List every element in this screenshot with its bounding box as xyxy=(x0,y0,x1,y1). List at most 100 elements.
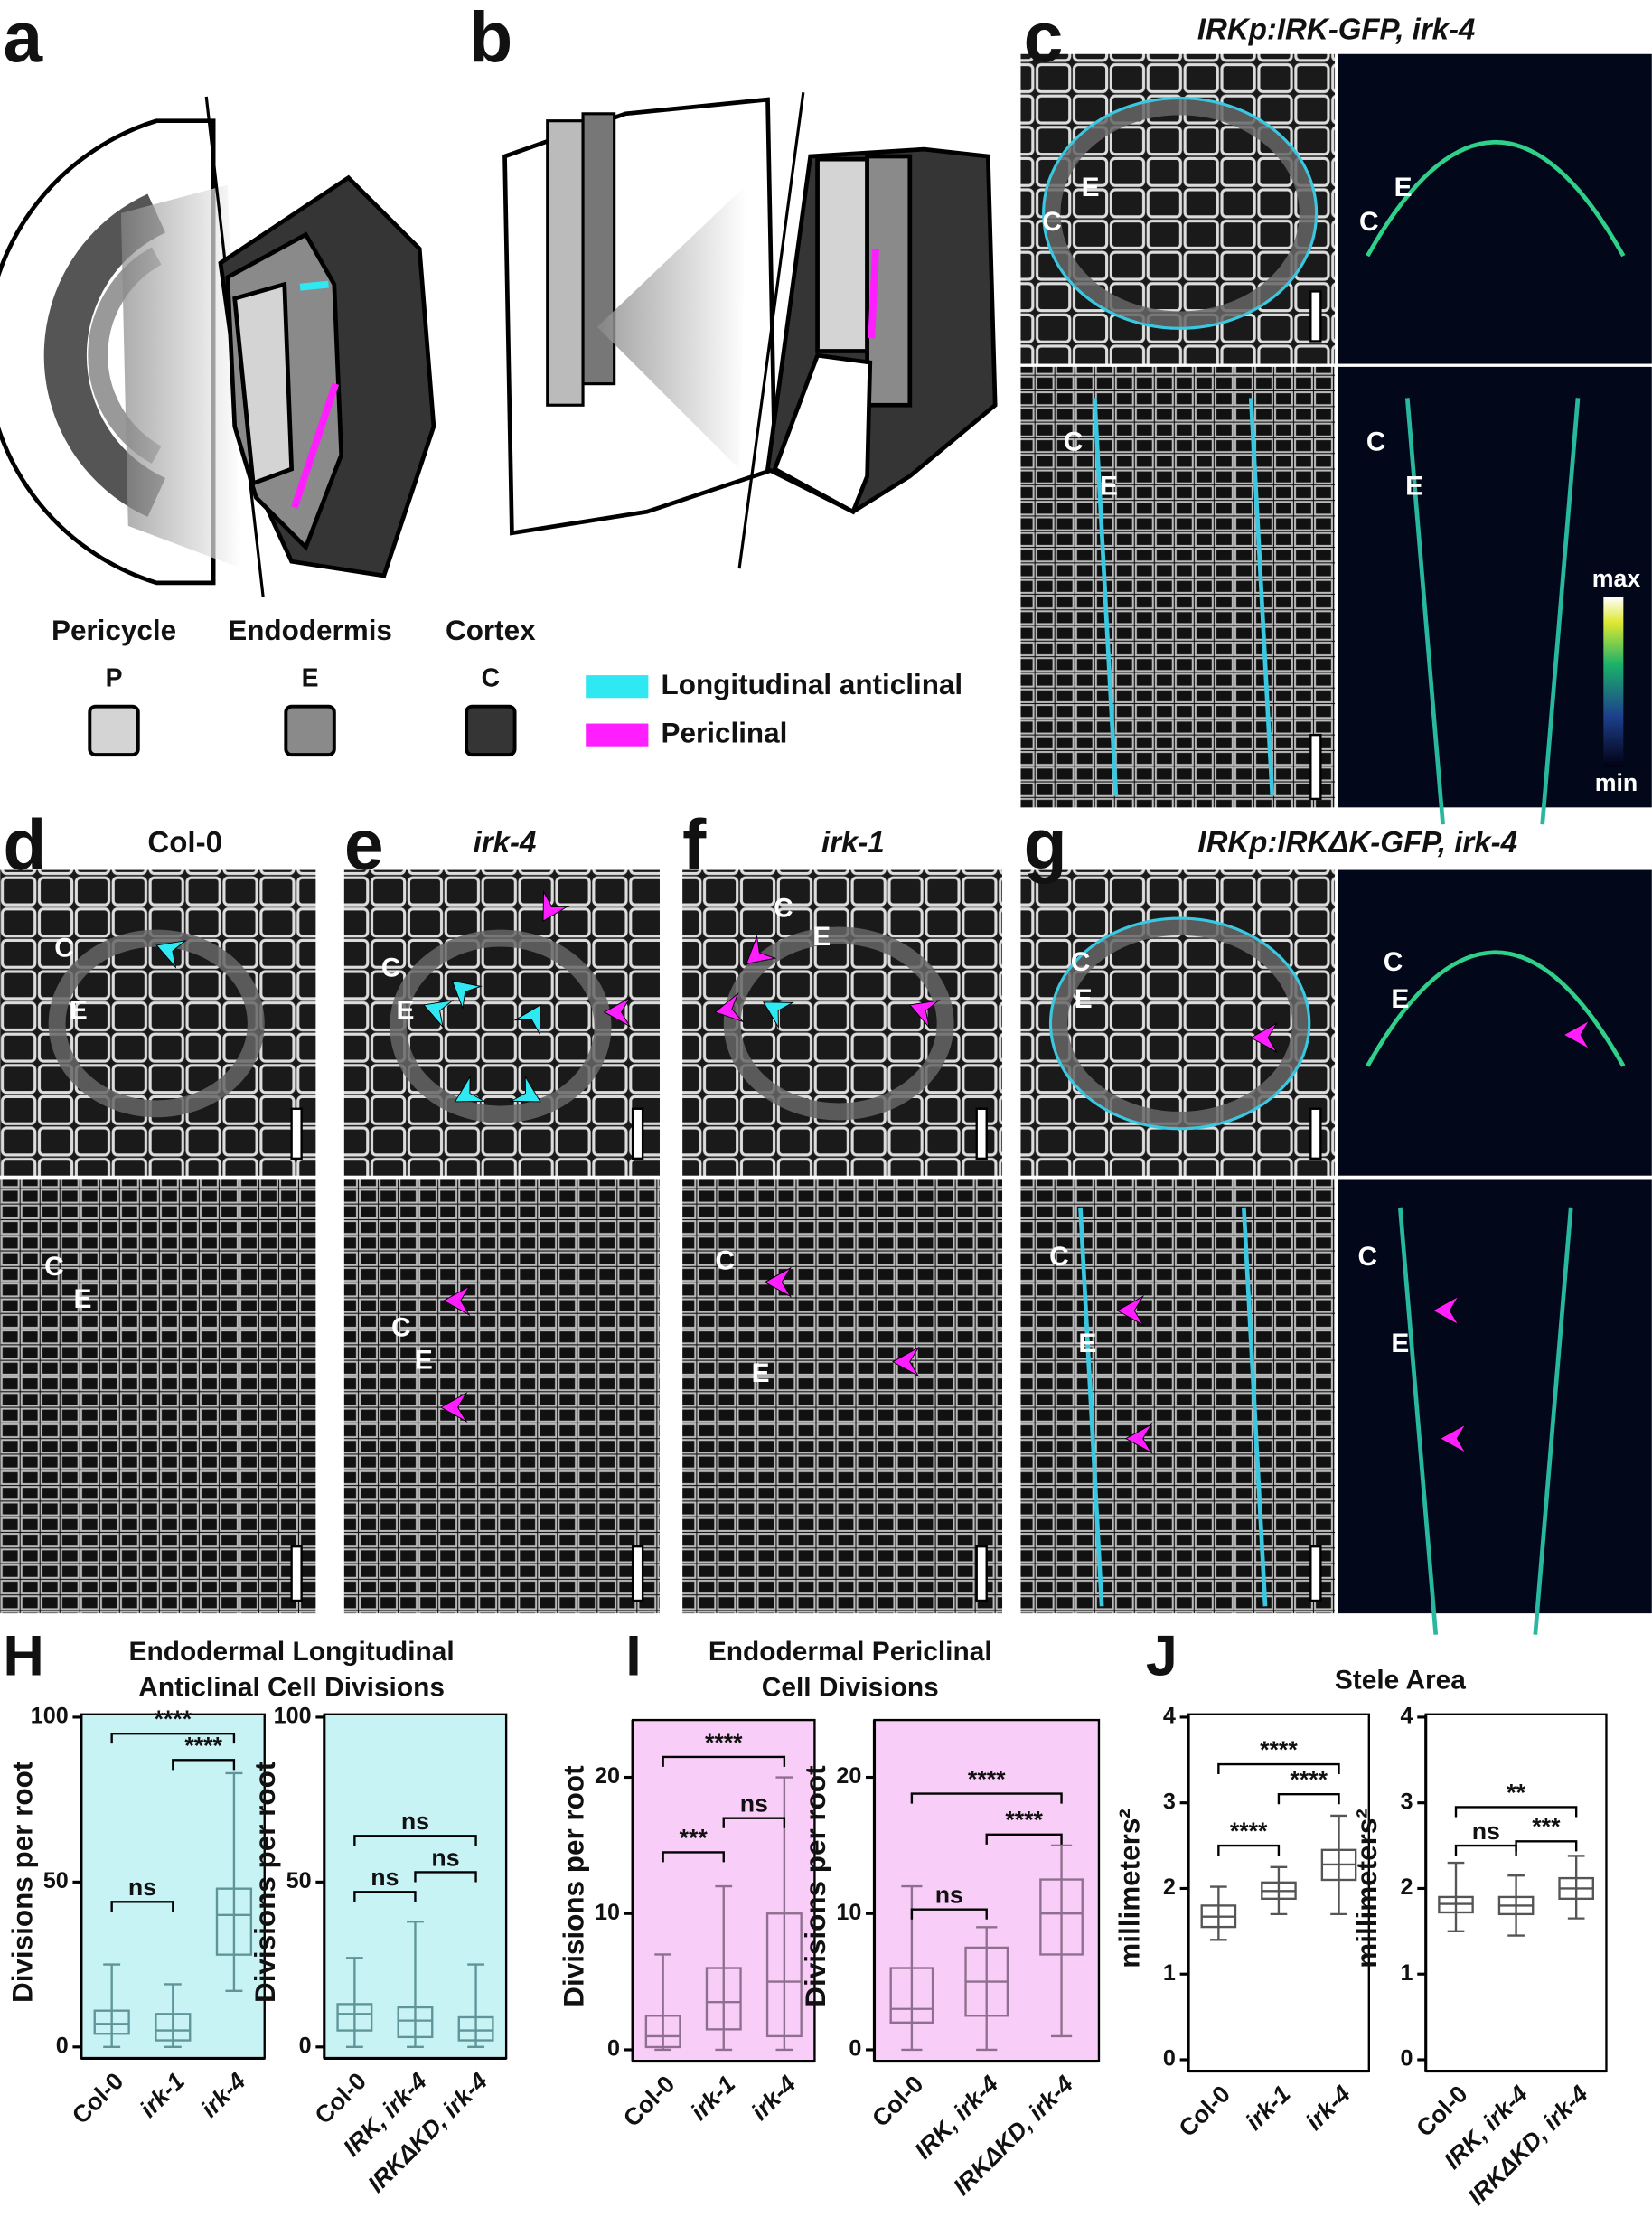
cell-label: C xyxy=(391,1312,411,1342)
sig-bracket xyxy=(985,1833,1063,1845)
y-tick-label: 10 xyxy=(836,1900,861,1925)
image-bg xyxy=(1020,366,1336,808)
sig-bracket xyxy=(722,1817,786,1828)
cell-label: E xyxy=(396,996,414,1026)
image-bg xyxy=(1338,366,1652,808)
sig-label: **** xyxy=(968,1766,1006,1793)
y-axis-label: Divisions per root xyxy=(249,1761,281,2003)
arrowhead xyxy=(155,940,187,970)
y-axis-label: millimeters² xyxy=(1351,1809,1383,1968)
sig-bracket xyxy=(662,1755,786,1767)
panel-label: g xyxy=(1024,804,1067,884)
arrowhead xyxy=(1124,1423,1153,1454)
y-axis-label: Divisions per root xyxy=(558,1765,590,2007)
sig-label: ns xyxy=(401,1808,429,1835)
chart-title: Anticlinal Cell Divisions xyxy=(138,1672,445,1702)
cell-label: C xyxy=(1042,207,1062,237)
sig-label: ns xyxy=(128,1874,156,1901)
image-bg xyxy=(1338,1179,1652,1614)
cell-label: E xyxy=(73,1284,91,1314)
gfp-signal xyxy=(1398,1207,1439,1635)
y-tick-label: 0 xyxy=(56,2033,69,2058)
y-tick-label: 4 xyxy=(1163,1704,1176,1729)
x-tick-label: irk-4 xyxy=(195,2067,250,2122)
x-tick-label: irk-1 xyxy=(685,2071,740,2126)
arrowhead xyxy=(513,1004,541,1037)
legend-swatch xyxy=(586,675,649,699)
box xyxy=(215,1887,253,1956)
gfp-signal xyxy=(1092,398,1119,796)
sig-label: **** xyxy=(1005,1807,1043,1834)
micrograph xyxy=(1338,53,1652,364)
legend-swatch xyxy=(465,704,517,757)
arrowhead xyxy=(714,991,745,1023)
y-tick-label: 3 xyxy=(1163,1789,1176,1814)
x-tick-label: Col-0 xyxy=(867,2071,928,2132)
sig-bracket xyxy=(1515,1840,1578,1852)
arrowhead xyxy=(764,1266,792,1298)
gfp-ring xyxy=(1048,916,1311,1131)
arrowhead xyxy=(454,1075,486,1103)
cell-label: E xyxy=(415,1346,433,1376)
y-tick-label: 1 xyxy=(1163,1960,1176,1986)
panel-label: I xyxy=(625,1625,641,1688)
sig-label: ns xyxy=(431,1844,459,1871)
box xyxy=(457,2015,494,2042)
panel-label: c xyxy=(1024,0,1064,77)
legend-name: Periclinal xyxy=(662,717,788,748)
x-tick-label: Col-0 xyxy=(1174,2081,1235,2142)
sig-label: *** xyxy=(680,1824,709,1851)
panel-label: e xyxy=(344,804,384,884)
scale-bar xyxy=(975,1107,988,1160)
y-axis-label: millimeters² xyxy=(1113,1809,1145,1968)
gfp-ring xyxy=(1042,96,1319,330)
sig-label: ns xyxy=(371,1864,399,1891)
y-tick-label: 20 xyxy=(595,1763,620,1789)
x-tick-label: Col-0 xyxy=(618,2071,680,2132)
image-bg xyxy=(1338,53,1652,364)
sig-bracket xyxy=(910,1792,1063,1804)
schematics xyxy=(0,92,998,597)
micrograph xyxy=(682,1179,1003,1614)
image-bg xyxy=(1338,869,1652,1176)
sig-label: ** xyxy=(1507,1779,1525,1806)
colorbar xyxy=(1603,597,1624,768)
micrograph xyxy=(1338,869,1652,1176)
scale-bar xyxy=(290,1545,303,1602)
cell-label: E xyxy=(1391,1329,1409,1358)
gfp-signal xyxy=(1366,950,1626,1067)
cell-label: E xyxy=(1405,471,1423,501)
arrowhead xyxy=(762,1001,794,1029)
cell-label: C xyxy=(381,954,401,983)
legend-name: Longitudinal anticlinal xyxy=(662,669,963,700)
x-tick-label: Col-0 xyxy=(67,2067,128,2128)
micrograph xyxy=(1020,1179,1336,1614)
chart-title: Endodermal Longitudinal xyxy=(129,1637,455,1667)
sig-label: **** xyxy=(184,1732,222,1759)
cell-label: E xyxy=(1100,471,1118,501)
arrowhead xyxy=(451,980,483,1010)
micrograph xyxy=(1020,366,1336,808)
image-title: irk-4 xyxy=(474,825,537,859)
legend-swatch xyxy=(586,723,649,747)
y-tick-label: 0 xyxy=(1163,2046,1176,2072)
sig-bracket xyxy=(662,1851,725,1863)
sig-label: **** xyxy=(1260,1736,1298,1763)
y-tick-label: 0 xyxy=(607,2036,620,2062)
sig-label: ns xyxy=(1472,1818,1500,1845)
scale-bar xyxy=(631,1545,644,1602)
cell-label: C xyxy=(1071,947,1091,977)
legend-abbr: C xyxy=(482,662,500,691)
image-title: IRKp:IRK-GFP, irk-4 xyxy=(1197,12,1476,45)
micrograph xyxy=(343,1179,660,1614)
sig-bracket xyxy=(110,1901,174,1912)
cell-label: C xyxy=(1359,207,1379,237)
y-tick-label: 2 xyxy=(1163,1874,1176,1900)
box xyxy=(155,2013,192,2042)
legend-swatch xyxy=(284,704,336,757)
sig-label: ns xyxy=(740,1790,768,1818)
arrowhead xyxy=(542,890,570,923)
panel-label: a xyxy=(3,0,43,77)
panel-label: d xyxy=(3,804,46,884)
